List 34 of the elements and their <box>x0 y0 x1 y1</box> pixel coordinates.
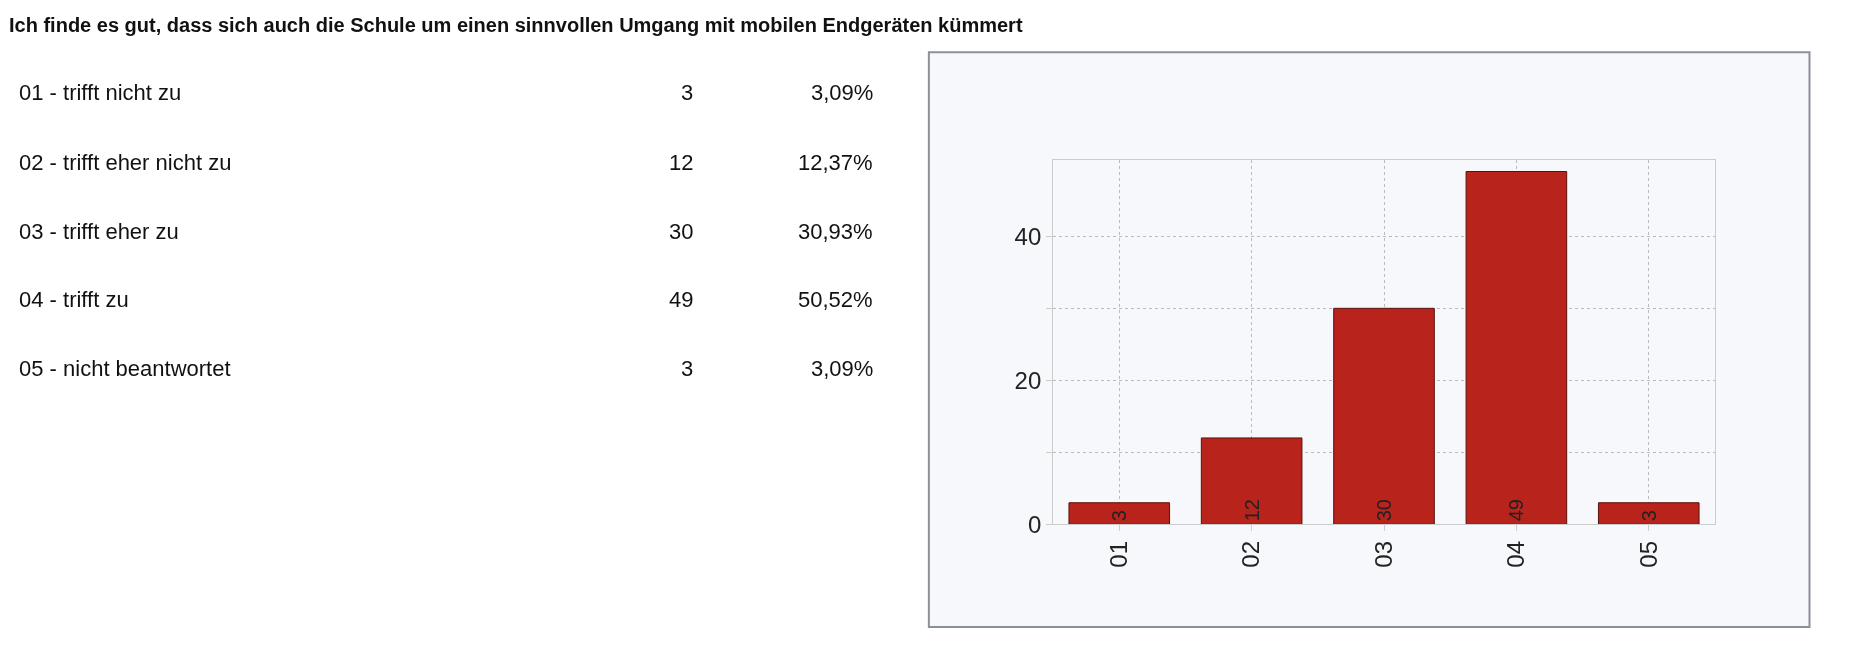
text: 49 <box>669 287 694 312</box>
bar <box>1200 437 1303 525</box>
data-label: 3 <box>1108 510 1131 522</box>
text: 04 - trifft zu <box>19 287 129 312</box>
text: 3,09% <box>811 356 874 381</box>
text: 3 <box>681 80 694 105</box>
data-label: 49 <box>1505 499 1528 522</box>
x-tick-label: 05 <box>1634 540 1662 568</box>
bar <box>1068 502 1171 525</box>
bar <box>1333 307 1435 525</box>
x-tick-label: 04 <box>1502 540 1530 568</box>
text: Ich finde es gut, dass sich auch die Schule um einen sinnvollen Umgang mit mobilen Endgeräten kümmert <box>9 14 1023 36</box>
x-tick-label: 03 <box>1369 540 1397 568</box>
data-label: 12 <box>1240 499 1263 522</box>
text: 12,37% <box>798 150 873 175</box>
text: 03 - trifft eher zu <box>19 219 179 244</box>
data-label: 30 <box>1373 499 1396 522</box>
text: 05 - nicht beantwortet <box>19 356 231 381</box>
text: 01 - trifft nicht zu <box>19 80 182 105</box>
data-label: 3 <box>1637 510 1660 522</box>
text: 12 <box>669 150 694 175</box>
text: 02 - trifft eher nicht zu <box>19 150 232 175</box>
y-tick-label: 20 <box>1014 366 1042 394</box>
text: 3 <box>681 356 694 381</box>
x-tick-label: 01 <box>1105 540 1133 568</box>
text: 30 <box>669 219 694 244</box>
x-tick-label: 02 <box>1237 540 1265 568</box>
bar <box>1465 171 1568 525</box>
text: 50,52% <box>798 287 873 312</box>
bar <box>1597 502 1700 525</box>
text: 3,09% <box>811 80 874 105</box>
y-tick-label: 40 <box>1014 222 1042 250</box>
y-tick-label: 0 <box>1027 510 1042 538</box>
text: 30,93% <box>798 219 873 244</box>
